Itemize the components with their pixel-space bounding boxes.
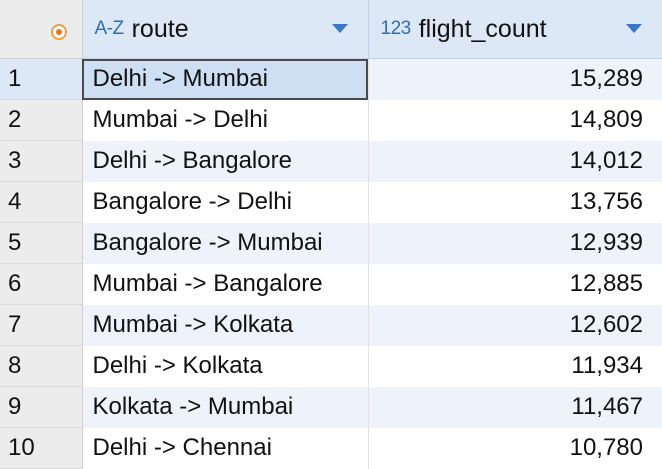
table-row[interactable]: 9 Kolkata -> Mumbai 11,467 xyxy=(0,386,662,428)
row-header-corner[interactable] xyxy=(0,0,83,59)
route-cell[interactable]: Mumbai -> Kolkata xyxy=(82,304,369,346)
row-index[interactable]: 2 xyxy=(0,99,83,141)
table-row[interactable]: 7 Mumbai -> Kolkata 12,602 xyxy=(0,304,662,346)
row-index[interactable]: 5 xyxy=(0,222,83,264)
table-row[interactable]: 6 Mumbai -> Bangalore 12,885 xyxy=(0,263,662,305)
row-index[interactable]: 9 xyxy=(0,386,83,428)
table-row[interactable]: 3 Delhi -> Bangalore 14,012 xyxy=(0,140,662,182)
flight-count-cell[interactable]: 11,467 xyxy=(368,386,662,428)
row-index[interactable]: 4 xyxy=(0,181,83,223)
table-row[interactable]: 1 Delhi -> Mumbai 15,289 xyxy=(0,58,662,100)
flight-count-cell[interactable]: 12,885 xyxy=(368,263,662,305)
flight-count-cell[interactable]: 12,602 xyxy=(368,304,662,346)
table-row[interactable]: 4 Bangalore -> Delhi 13,756 xyxy=(0,181,662,223)
row-index[interactable]: 10 xyxy=(0,427,83,469)
sort-dropdown-icon[interactable] xyxy=(625,24,642,33)
sort-dropdown-icon[interactable] xyxy=(331,24,348,33)
row-index[interactable]: 1 xyxy=(0,58,83,100)
flight-count-cell[interactable]: 12,939 xyxy=(368,222,662,264)
flight-count-cell[interactable]: 13,756 xyxy=(368,181,662,223)
number-type-icon: 123 xyxy=(380,18,412,39)
select-all-radio-icon[interactable] xyxy=(51,24,67,40)
header-row: A-Z route 123 flight_count xyxy=(0,0,662,59)
column-label-flight-count: flight_count xyxy=(418,14,547,43)
flight-count-cell[interactable]: 11,934 xyxy=(368,345,662,387)
column-header-flight-count[interactable]: 123 flight_count xyxy=(368,0,662,59)
row-index[interactable]: 8 xyxy=(0,345,83,387)
table-row[interactable]: 10 Delhi -> Chennai 10,780 xyxy=(0,427,662,469)
route-cell[interactable]: Delhi -> Bangalore xyxy=(82,140,369,182)
route-cell[interactable]: Bangalore -> Mumbai xyxy=(82,222,369,264)
route-cell-selected[interactable]: Delhi -> Mumbai xyxy=(82,58,369,100)
table-row[interactable]: 8 Delhi -> Kolkata 11,934 xyxy=(0,345,662,387)
row-index[interactable]: 3 xyxy=(0,140,83,182)
row-index[interactable]: 6 xyxy=(0,263,83,305)
flight-count-cell[interactable]: 15,289 xyxy=(368,58,662,100)
route-cell[interactable]: Kolkata -> Mumbai xyxy=(82,386,369,428)
table-row[interactable]: 2 Mumbai -> Delhi 14,809 xyxy=(0,99,662,141)
column-header-route[interactable]: A-Z route xyxy=(82,0,369,59)
table-row[interactable]: 5 Bangalore -> Mumbai 12,939 xyxy=(0,222,662,264)
flight-count-cell[interactable]: 10,780 xyxy=(368,427,662,469)
route-cell[interactable]: Delhi -> Chennai xyxy=(82,427,369,469)
flight-count-cell[interactable]: 14,012 xyxy=(368,140,662,182)
route-cell[interactable]: Delhi -> Kolkata xyxy=(82,345,369,387)
route-cell[interactable]: Mumbai -> Delhi xyxy=(82,99,369,141)
flight-count-cell[interactable]: 14,809 xyxy=(368,99,662,141)
column-label-route: route xyxy=(131,14,189,43)
text-type-icon: A-Z xyxy=(94,18,125,39)
route-cell[interactable]: Mumbai -> Bangalore xyxy=(82,263,369,305)
row-index[interactable]: 7 xyxy=(0,304,83,346)
route-cell[interactable]: Bangalore -> Delhi xyxy=(82,181,369,223)
